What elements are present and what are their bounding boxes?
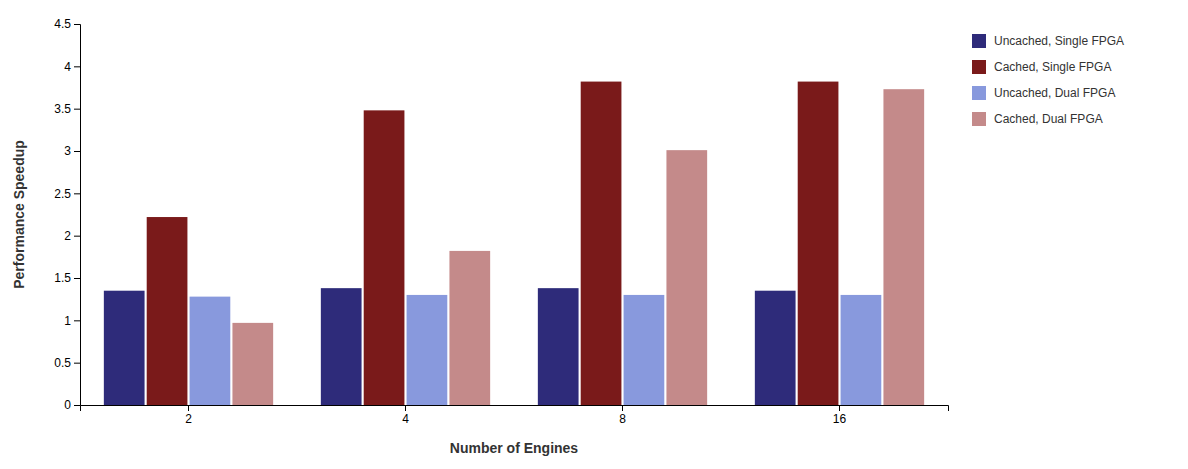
bar-series xyxy=(147,82,839,405)
legend-item: Cached, Dual FPGA xyxy=(972,112,1103,126)
x-axis: 2 4 8 16 xyxy=(81,405,949,426)
tick-label: 4 xyxy=(402,412,409,426)
chart-container: 0 0.5 1 1.5 2 2.5 3 3.5 4 4.5 2 4 8 16 Number of Engin… xyxy=(0,0,1188,469)
legend-label: Uncached, Dual FPGA xyxy=(994,86,1115,100)
tick-mark xyxy=(74,193,80,194)
legend-swatch xyxy=(972,60,986,74)
tick-mark xyxy=(74,151,80,152)
tick-mark xyxy=(74,278,80,279)
tick-mark xyxy=(74,66,80,67)
tick: 8 xyxy=(619,405,626,426)
plot-area: 0 0.5 1 1.5 2 2.5 3 3.5 4 4.5 2 4 8 16 xyxy=(54,17,948,425)
legend-label: Cached, Single FPGA xyxy=(994,60,1111,74)
tick-mark xyxy=(622,405,623,411)
bar xyxy=(798,82,839,405)
tick-label: 3 xyxy=(64,144,71,158)
tick-mark xyxy=(74,405,80,406)
bar xyxy=(407,295,448,405)
tick-label: 16 xyxy=(833,412,847,426)
tick: 0 xyxy=(64,398,80,412)
tick-label: 2 xyxy=(185,412,192,426)
legend-label: Cached, Dual FPGA xyxy=(994,112,1103,126)
tick-label: 1.5 xyxy=(54,271,71,285)
bar xyxy=(883,89,924,405)
tick: 4 xyxy=(402,405,409,426)
bar xyxy=(841,295,882,405)
bar-series xyxy=(232,89,924,405)
tick-mark xyxy=(188,405,189,411)
tick-label: 4 xyxy=(64,60,71,74)
legend-swatch xyxy=(972,34,986,48)
tick-mark xyxy=(74,320,80,321)
bar xyxy=(755,291,796,405)
axis-domain xyxy=(81,406,949,412)
tick: 3 xyxy=(64,144,80,158)
tick-label: 4.5 xyxy=(54,17,71,31)
tick-mark xyxy=(839,405,840,411)
tick: 16 xyxy=(833,405,847,426)
y-axis: 0 0.5 1 1.5 2 2.5 3 3.5 4 4.5 xyxy=(54,17,80,412)
tick: 4 xyxy=(64,60,80,74)
x-axis-title: Number of Engines xyxy=(450,440,579,456)
bar xyxy=(364,110,405,405)
tick: 0.5 xyxy=(54,356,80,370)
tick-mark xyxy=(74,363,80,364)
tick: 3.5 xyxy=(54,102,80,116)
bar xyxy=(104,291,145,405)
tick-label: 3.5 xyxy=(54,102,71,116)
tick: 4.5 xyxy=(54,17,80,31)
bars xyxy=(104,82,924,405)
y-axis-title: Performance Speedup xyxy=(11,140,27,289)
chart-svg: 0 0.5 1 1.5 2 2.5 3 3.5 4 4.5 2 4 8 16 Number of Engin… xyxy=(0,0,1188,469)
tick-label: 0 xyxy=(64,398,71,412)
tick-mark xyxy=(405,405,406,411)
bar xyxy=(666,150,707,405)
bar xyxy=(538,288,579,405)
bar xyxy=(321,288,362,405)
tick: 2.5 xyxy=(54,187,80,201)
tick-label: 2 xyxy=(64,229,71,243)
axis-domain xyxy=(74,25,81,406)
tick-mark xyxy=(74,24,80,25)
tick: 2 xyxy=(64,229,80,243)
tick: 2 xyxy=(185,405,192,426)
tick: 1 xyxy=(64,314,80,328)
legend-item: Uncached, Dual FPGA xyxy=(972,86,1115,100)
legend-item: Cached, Single FPGA xyxy=(972,60,1111,74)
tick-mark xyxy=(74,236,80,237)
bar xyxy=(232,323,273,405)
bar xyxy=(449,251,490,405)
bar-series xyxy=(190,295,882,405)
bar xyxy=(190,297,231,405)
legend-swatch xyxy=(972,112,986,126)
tick-label: 0.5 xyxy=(54,356,71,370)
legend-item: Uncached, Single FPGA xyxy=(972,34,1124,48)
tick-label: 1 xyxy=(64,314,71,328)
tick-label: 2.5 xyxy=(54,187,71,201)
legend-swatch xyxy=(972,86,986,100)
bar xyxy=(581,82,622,405)
legend: Uncached, Single FPGA Cached, Single FPGA… xyxy=(972,34,1124,126)
legend-label: Uncached, Single FPGA xyxy=(994,34,1124,48)
tick-label: 8 xyxy=(619,412,626,426)
tick: 1.5 xyxy=(54,271,80,285)
bar xyxy=(624,295,665,405)
tick-mark xyxy=(74,109,80,110)
bar xyxy=(147,217,188,405)
